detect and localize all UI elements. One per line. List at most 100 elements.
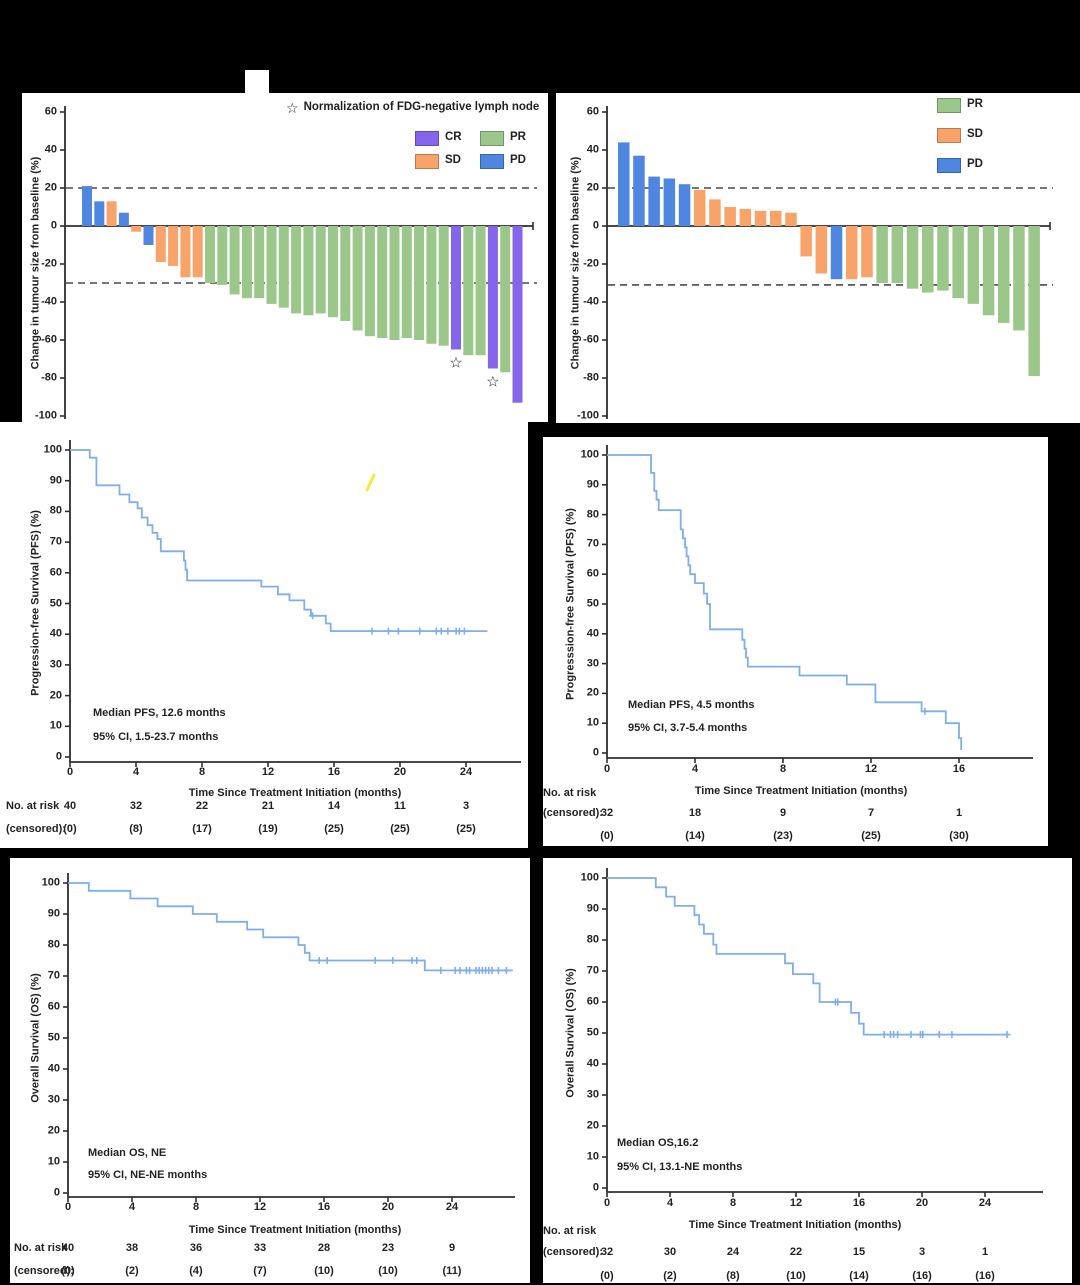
y-tick-label: 60: [586, 105, 599, 118]
waterfall-bar-pr: [315, 226, 326, 314]
censored-count: (0): [600, 1270, 614, 1282]
y-tick-label: 80: [586, 933, 599, 946]
waterfall-bar-pr: [982, 226, 995, 316]
waterfall-bar-pr: [906, 226, 919, 289]
at-risk-count: 33: [253, 1242, 267, 1254]
y-tick-label: -60: [583, 333, 599, 346]
x-tick-label: 20: [381, 1201, 395, 1213]
waterfall-bar-pr: [876, 226, 888, 283]
y-tick-label: 20: [44, 181, 57, 194]
at-risk-count: 22: [789, 1246, 803, 1258]
y-tick-label: -80: [583, 371, 599, 384]
waterfall-bar-sd: [846, 226, 858, 280]
x-tick-label: 20: [393, 766, 407, 778]
normalization-star-icon: ☆: [486, 374, 499, 391]
y-tick-label: 10: [586, 1150, 599, 1163]
waterfall-bar-pr: [922, 226, 934, 293]
censored-count: (10): [378, 1265, 398, 1277]
panel-waterfall-left: ☆ ☆ 60 40 20 0 -20 -40 -60 -80 -100 Change in tumou…: [22, 93, 548, 422]
x-tick-label: 24: [978, 1197, 992, 1209]
km-curve: [607, 877, 1009, 1036]
waterfall-bar-pd: [82, 186, 92, 226]
risk-label: No. at risk: [6, 800, 60, 812]
y-tick-label: 40: [586, 143, 599, 156]
pfs_b-plot: [602, 445, 1033, 763]
ci-annotation: 95% CI, 3.7-5.4 months: [628, 722, 748, 734]
legend-label-sd: SD: [967, 128, 983, 140]
y-tick-label: 60: [49, 566, 62, 579]
legend-label-pd: PD: [510, 154, 526, 166]
normalization-note: ☆ Normalization of FDG-negative lymph nod…: [286, 101, 539, 115]
at-risk-count: 14: [327, 800, 341, 812]
waterfall-bar-pr: [475, 226, 486, 356]
censored-count: (14): [685, 830, 705, 842]
censored-count: (19): [258, 823, 278, 835]
waterfall-bar-cr: [487, 226, 498, 369]
y-tick-label: 100: [580, 448, 599, 461]
y-tick-label: 0: [55, 750, 62, 763]
legend-swatch-sd: [937, 128, 961, 143]
y-tick-label: 60: [44, 105, 57, 118]
censored-count: (8): [129, 823, 143, 835]
x-axis-label: Time Since Treatment Initiation (months): [694, 785, 908, 797]
waterfall-bar-pr: [414, 226, 425, 340]
censored-count: (25): [390, 823, 410, 835]
censored-count: (7): [253, 1265, 267, 1277]
y-tick-label: -20: [41, 257, 57, 270]
y-tick-label: 0: [592, 746, 599, 759]
censored-count: (0): [63, 823, 77, 835]
y-tick-label: -100: [576, 409, 599, 422]
waterfall-bar-sd: [131, 226, 142, 232]
y-tick-label: 100: [580, 871, 599, 884]
waterfall-bar-pr: [254, 226, 265, 299]
y-tick-label: 80: [47, 938, 60, 951]
censored-count: (30): [949, 830, 969, 842]
wf_b-plot: [602, 106, 1053, 419]
legend-label-pd: PD: [967, 158, 983, 170]
waterfall-bar-pd: [118, 212, 129, 226]
y-tick-label: 80: [49, 504, 62, 517]
y-tick-label: 70: [586, 964, 599, 977]
censored-label: (censored):: [543, 1246, 603, 1258]
y-tick-label: 10: [49, 719, 62, 732]
x-tick-label: 8: [729, 1197, 737, 1209]
waterfall-bar-pr: [352, 226, 363, 331]
censored-count: (17): [192, 823, 212, 835]
legend-label-cr: CR: [445, 131, 462, 143]
x-tick-label: 4: [666, 1197, 674, 1209]
y-tick-label: 0: [53, 1186, 60, 1199]
legend-label-pr: PR: [967, 98, 983, 110]
y-tick-label: -20: [583, 257, 599, 270]
x-tick-label: 4: [691, 763, 699, 775]
os_b-plot: [602, 868, 1043, 1197]
ci-annotation: 95% CI, NE-NE months: [88, 1169, 208, 1181]
at-risk-count: 3: [462, 800, 470, 812]
x-tick-label: 0: [603, 763, 611, 775]
normalization-note-text: Normalization of FDG-negative lymph node: [303, 101, 540, 114]
waterfall-bar-sd: [739, 208, 752, 226]
x-tick-label: 16: [852, 1197, 866, 1209]
waterfall-bar-sd: [724, 207, 736, 226]
y-tick-label: 40: [49, 627, 62, 640]
waterfall-bar-pr: [278, 226, 289, 308]
risk-label: No. at risk: [543, 1225, 597, 1237]
y-tick-label: 90: [586, 478, 599, 491]
y-tick-label: 50: [47, 1031, 60, 1044]
waterfall-bar-sd: [800, 226, 812, 257]
at-risk-count: 38: [125, 1242, 139, 1254]
y-tick-label: 90: [586, 902, 599, 915]
censored-count: (25): [456, 823, 476, 835]
waterfall-bar-pr: [998, 226, 1010, 323]
censored-count: (0): [600, 830, 614, 842]
y-tick-label: 60: [47, 1000, 60, 1013]
at-risk-count: 32: [129, 800, 143, 812]
wf_a-plot: ☆☆: [60, 106, 537, 419]
x-tick-label: 0: [603, 1197, 611, 1209]
censored-count: (25): [861, 830, 881, 842]
waterfall-bar-pr: [291, 226, 302, 314]
waterfall-bar-pd: [618, 142, 630, 226]
at-risk-count: 24: [726, 1246, 740, 1258]
y-axis-label: Progresssion-free Survival (PFS) (%): [564, 508, 577, 700]
censored-count: (11): [442, 1265, 462, 1277]
waterfall-bar-cr: [451, 226, 461, 350]
